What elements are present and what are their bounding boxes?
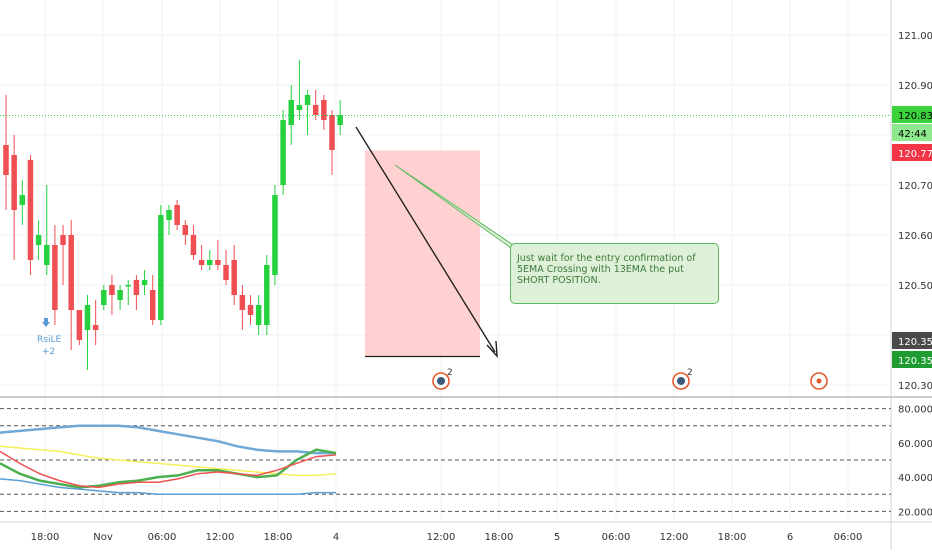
indicator-axis-label: 80.000	[898, 405, 932, 416]
red-price-badge	[892, 144, 932, 161]
candle-body[interactable]	[329, 115, 335, 150]
time-axis-label: 18:00	[31, 532, 60, 543]
candle-body[interactable]	[84, 305, 91, 330]
price-axis-label: 120.500	[898, 281, 932, 292]
candle-body[interactable]	[337, 115, 343, 125]
time-axis-label: 4	[333, 532, 339, 543]
green-price-badge-text: 120.356	[898, 356, 932, 367]
candle-body[interactable]	[288, 100, 295, 125]
candle-body[interactable]	[280, 120, 286, 185]
candle-body[interactable]	[321, 100, 327, 120]
event-icon-core	[816, 378, 822, 384]
candle-body[interactable]	[182, 225, 189, 235]
note-callout[interactable]: Just wait for the entry confirmation of …	[510, 243, 719, 304]
indicator-line-green	[0, 448, 337, 489]
candle-body[interactable]	[19, 195, 26, 205]
current-price-badge	[892, 106, 932, 123]
time-axis-label: 18:00	[718, 532, 747, 543]
event-icon-core	[677, 377, 685, 385]
current-price-badge-text: 120.839	[898, 111, 932, 122]
indicator-axis-label: 20.000	[898, 507, 932, 518]
time-axis-label: 06:00	[834, 532, 863, 543]
countdown-badge-text: 42:44	[898, 129, 927, 140]
event-badge-count: 2	[447, 368, 453, 378]
candle-body[interactable]	[272, 195, 278, 275]
price-axis-label: 121.000	[898, 31, 932, 42]
candle-body[interactable]	[3, 145, 9, 175]
dark-price-badge-text: 120.357	[898, 337, 932, 348]
event-badge-count: 2	[687, 368, 693, 378]
candle-body[interactable]	[60, 235, 66, 245]
candle-body[interactable]	[247, 305, 254, 315]
time-axis-label: 18:00	[485, 532, 514, 543]
candle-body[interactable]	[117, 290, 123, 300]
indicator-line-red	[0, 450, 337, 489]
projection-arrow-head	[486, 340, 498, 358]
dark-price-badge	[892, 332, 932, 349]
projection-arrow-line[interactable]	[355, 126, 496, 353]
time-axis-label: 6	[787, 532, 793, 543]
price-axis-label: 120.700	[898, 181, 932, 192]
time-axis-label: Nov	[93, 532, 113, 543]
candle-body[interactable]	[68, 235, 74, 310]
short-position-zone[interactable]	[365, 150, 480, 357]
time-axis-label: 12:00	[427, 532, 456, 543]
time-axis-label: 06:00	[148, 532, 177, 543]
time-axis-label: 12:00	[206, 532, 235, 543]
candle-body[interactable]	[92, 325, 99, 330]
candle-body[interactable]	[158, 215, 164, 320]
candle-body[interactable]	[207, 260, 213, 265]
note-text: Just wait for the entry confirmation of …	[517, 253, 696, 286]
signal-up-arrow-icon	[42, 318, 50, 327]
price-axis-label: 120.300	[898, 381, 932, 392]
price-axis-label: 120.900	[898, 81, 932, 92]
time-axis-label: 06:00	[602, 532, 631, 543]
candle-body[interactable]	[76, 310, 83, 340]
time-axis-label: 12:00	[660, 532, 689, 543]
candle-body[interactable]	[44, 245, 50, 265]
candle-body[interactable]	[125, 285, 132, 287]
indicator-axis-label: 40.000	[898, 473, 932, 484]
candle-body[interactable]	[27, 160, 34, 260]
candle-body[interactable]	[239, 295, 246, 310]
indicator-axis-label: 60.000	[898, 439, 932, 450]
candle-body[interactable]	[304, 95, 311, 105]
indicator-line-blue	[0, 424, 336, 455]
candle-body[interactable]	[35, 235, 42, 245]
event-icon-core	[437, 377, 445, 385]
candle-body[interactable]	[264, 265, 270, 325]
candle-body[interactable]	[101, 290, 107, 305]
candle-body[interactable]	[296, 105, 303, 110]
candle-body[interactable]	[255, 305, 262, 325]
red-price-badge-text: 120.772	[898, 149, 932, 160]
candle-body[interactable]	[198, 260, 205, 265]
time-axis-label: 5	[554, 532, 560, 543]
price-axis-label: 120.600	[898, 231, 932, 242]
indicator-line-blue-dark	[0, 478, 336, 496]
signal-count: +2	[42, 347, 55, 357]
candle-body[interactable]	[149, 290, 156, 320]
candle-body[interactable]	[109, 285, 115, 295]
candle-body[interactable]	[223, 265, 229, 280]
candle-body[interactable]	[11, 155, 17, 210]
candle-body[interactable]	[190, 235, 197, 255]
candle-body[interactable]	[166, 210, 172, 220]
candle-body[interactable]	[231, 260, 237, 295]
signal-label: RsiLE	[37, 335, 61, 345]
candle-body[interactable]	[141, 280, 148, 285]
candle-body[interactable]	[215, 260, 221, 265]
green-price-badge	[892, 351, 932, 368]
candle-body[interactable]	[52, 245, 58, 310]
countdown-badge	[892, 124, 932, 141]
time-axis-label: 18:00	[264, 532, 293, 543]
candle-body[interactable]	[312, 105, 319, 115]
candle-body[interactable]	[174, 205, 180, 225]
candle-body[interactable]	[133, 280, 140, 295]
